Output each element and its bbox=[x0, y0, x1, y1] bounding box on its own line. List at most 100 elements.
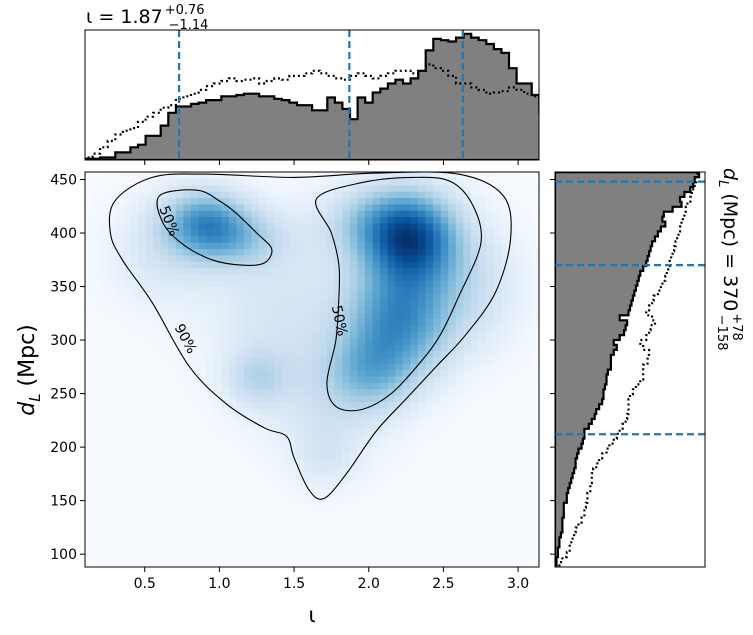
heatmap-cell bbox=[206, 172, 215, 179]
heatmap-cell bbox=[145, 394, 154, 402]
heatmap-cell bbox=[168, 407, 177, 415]
heatmap-cell bbox=[296, 541, 306, 549]
heatmap-cell bbox=[342, 350, 351, 358]
heatmap-cell bbox=[137, 197, 147, 205]
heatmap-cell bbox=[137, 235, 147, 243]
heatmap-cell bbox=[508, 350, 517, 358]
heatmap-cell bbox=[478, 299, 487, 307]
heatmap-cell bbox=[493, 401, 502, 409]
heatmap-cell bbox=[516, 382, 525, 390]
heatmap-cell bbox=[274, 369, 283, 377]
heatmap-cell bbox=[417, 235, 427, 243]
heatmap-cell bbox=[221, 375, 230, 383]
heatmap-cell bbox=[342, 369, 351, 377]
heatmap-cell bbox=[236, 267, 245, 275]
heatmap-cell bbox=[100, 350, 109, 358]
heatmap-cell bbox=[380, 305, 389, 313]
heatmap-cell bbox=[153, 331, 162, 339]
heatmap-cell bbox=[259, 222, 268, 230]
heatmap-cell bbox=[281, 356, 290, 364]
heatmap-cell bbox=[425, 484, 434, 492]
heatmap-cell bbox=[501, 522, 510, 530]
heatmap-cell bbox=[327, 344, 336, 351]
heatmap-cell bbox=[221, 344, 230, 351]
heatmap-cell bbox=[327, 388, 336, 396]
heatmap-cell bbox=[440, 184, 449, 192]
heatmap-cell bbox=[236, 210, 245, 218]
heatmap-cell bbox=[410, 420, 419, 428]
heatmap-cell bbox=[168, 229, 177, 237]
heatmap-cell bbox=[137, 388, 147, 396]
heatmap-cell bbox=[523, 273, 533, 281]
heatmap-cell bbox=[221, 452, 230, 460]
heatmap-cell bbox=[478, 293, 487, 301]
heatmap-cell bbox=[357, 293, 366, 301]
heatmap-cell bbox=[221, 554, 230, 562]
heatmap-cell bbox=[115, 324, 124, 332]
heatmap-cell bbox=[281, 337, 290, 345]
heatmap-cell bbox=[137, 369, 147, 377]
heatmap-cell bbox=[213, 293, 222, 301]
heatmap-cell bbox=[433, 293, 442, 301]
heatmap-cell bbox=[183, 363, 192, 371]
heatmap-cell bbox=[206, 363, 215, 371]
heatmap-cell bbox=[531, 375, 539, 383]
heatmap-cell bbox=[312, 248, 321, 256]
heatmap-cell bbox=[115, 197, 124, 205]
heatmap-cell bbox=[463, 503, 472, 511]
heatmap-cell bbox=[137, 452, 147, 460]
heatmap-cell bbox=[281, 172, 290, 179]
heatmap-cell bbox=[372, 503, 381, 511]
heatmap-cell bbox=[501, 554, 510, 562]
heatmap-cell bbox=[312, 477, 321, 485]
heatmap-cell bbox=[387, 324, 396, 332]
heatmap-cell bbox=[417, 477, 427, 485]
heatmap-cell bbox=[531, 203, 539, 211]
heatmap-cell bbox=[516, 350, 525, 358]
heatmap-cell bbox=[463, 337, 472, 345]
heatmap-cell bbox=[281, 254, 290, 262]
heatmap-cell bbox=[107, 210, 116, 218]
heatmap-cell bbox=[236, 235, 245, 243]
heatmap-cell bbox=[523, 337, 533, 345]
heatmap-cell bbox=[312, 522, 321, 530]
heatmap-cell bbox=[357, 439, 366, 447]
heatmap-cell bbox=[387, 414, 396, 422]
heatmap-cell bbox=[508, 248, 517, 256]
heatmap-cell bbox=[448, 458, 457, 466]
y-label-base: d bbox=[15, 401, 40, 416]
heatmap-cell bbox=[145, 337, 154, 345]
heatmap-cell bbox=[455, 267, 464, 275]
heatmap-cell bbox=[342, 293, 351, 301]
heatmap-cell bbox=[228, 318, 237, 326]
heatmap-cell bbox=[493, 458, 502, 466]
heatmap-cell bbox=[221, 305, 230, 313]
heatmap-cell bbox=[145, 369, 154, 377]
heatmap-cell bbox=[115, 184, 124, 192]
heatmap-cell bbox=[448, 394, 457, 402]
heatmap-cell bbox=[478, 516, 487, 523]
heatmap-cell bbox=[440, 273, 449, 281]
heatmap-cell bbox=[92, 324, 101, 332]
heatmap-cell bbox=[130, 267, 139, 275]
heatmap-cell bbox=[523, 356, 533, 364]
heatmap-cell bbox=[243, 509, 253, 517]
heatmap-cell bbox=[402, 452, 411, 460]
heatmap-cell bbox=[304, 222, 313, 230]
heatmap-cell bbox=[168, 394, 177, 402]
heatmap-cell bbox=[251, 369, 260, 377]
heatmap-cell bbox=[372, 331, 381, 339]
heatmap-cell bbox=[213, 439, 222, 447]
heatmap-cell bbox=[334, 535, 343, 543]
heatmap-cell bbox=[92, 414, 101, 422]
heatmap-cell bbox=[349, 172, 358, 179]
heatmap-cell bbox=[289, 471, 298, 479]
heatmap-cell bbox=[251, 286, 260, 294]
heatmap-cell bbox=[168, 235, 177, 243]
heatmap-cell bbox=[410, 388, 419, 396]
heatmap-cell bbox=[168, 337, 177, 345]
heatmap-cell bbox=[312, 210, 321, 218]
heatmap-cell bbox=[531, 318, 539, 326]
heatmap-cell bbox=[289, 242, 298, 250]
heatmap-cell bbox=[160, 554, 169, 562]
